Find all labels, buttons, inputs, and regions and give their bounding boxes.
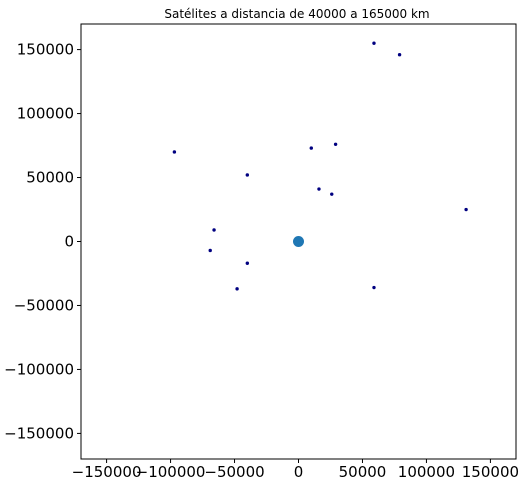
satellite-point <box>245 261 250 265</box>
satellite-point <box>172 150 177 154</box>
y-tick-label: 100000 <box>17 105 74 123</box>
y-tick-label: 0 <box>64 233 74 251</box>
satellite-point <box>208 248 212 253</box>
satellite-point <box>309 146 313 150</box>
x-tick-label: −150000 <box>72 463 142 481</box>
satellite-point <box>397 53 402 57</box>
satellite-point <box>372 41 376 45</box>
y-tick-label: −50000 <box>14 296 74 314</box>
satellite-point <box>245 173 250 177</box>
x-tick-label: 0 <box>294 463 304 481</box>
satellite-point <box>464 207 468 212</box>
x-tick-label: −100000 <box>136 463 206 481</box>
x-tick-label: −50000 <box>204 463 264 481</box>
y-tick-label: 50000 <box>26 169 74 187</box>
x-tick-label: 150000 <box>462 463 519 481</box>
y-tick-label: 150000 <box>17 41 74 59</box>
earth-point <box>293 236 304 247</box>
y-tick-label: −100000 <box>4 360 74 378</box>
satellite-point <box>212 228 216 232</box>
x-tick-label: 100000 <box>398 463 455 481</box>
x-tick-label: 50000 <box>339 463 387 481</box>
y-tick-label: −150000 <box>4 424 74 442</box>
satellite-point <box>372 285 376 290</box>
chart-title: Satélites a distancia de 40000 a 165000 … <box>164 7 429 21</box>
satellite-point <box>330 192 334 196</box>
satellite-point <box>235 287 239 291</box>
plot-area: −150000−100000−50000 0 50000 100000 150000−1… <box>4 23 519 481</box>
satellite-point <box>333 142 338 146</box>
satellite-point <box>317 187 321 191</box>
